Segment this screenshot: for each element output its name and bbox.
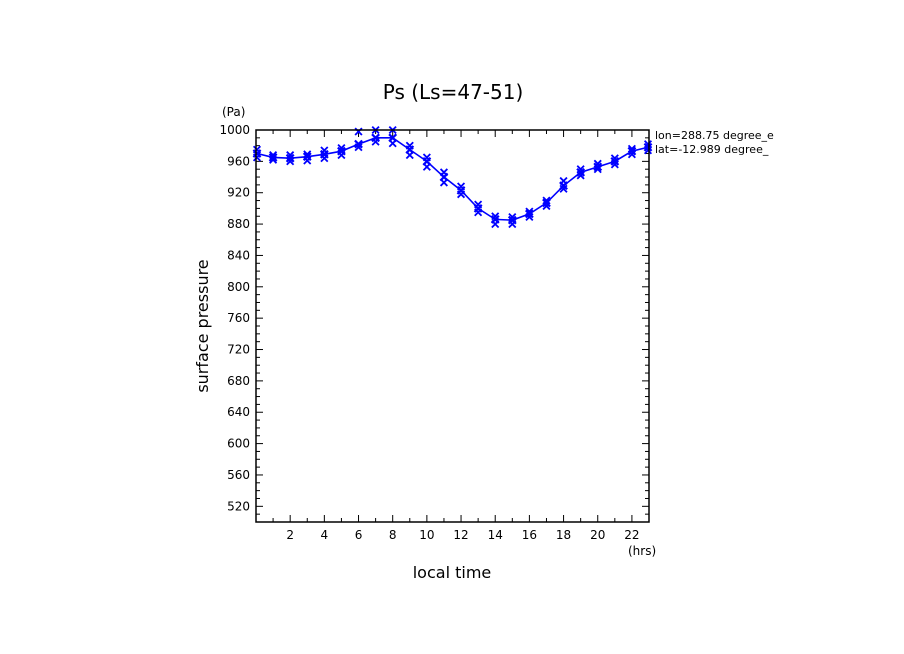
x-axis-label: local time bbox=[413, 563, 492, 582]
data-point bbox=[405, 145, 415, 154]
data-point bbox=[456, 185, 466, 195]
x-tick-label: 8 bbox=[389, 528, 397, 542]
data-point bbox=[473, 204, 483, 213]
data-point bbox=[302, 152, 312, 162]
data-point bbox=[643, 142, 653, 152]
y-tick-label: 920 bbox=[227, 186, 250, 200]
x-tick-label: 10 bbox=[419, 528, 434, 542]
x-tick-label: 4 bbox=[321, 528, 329, 542]
y-axis-label: surface pressure bbox=[193, 259, 212, 392]
y-tick-label: 520 bbox=[227, 499, 250, 513]
data-point bbox=[337, 146, 346, 156]
x-tick-label: 2 bbox=[286, 528, 294, 542]
data-point bbox=[422, 156, 432, 166]
x-unit-label: (hrs) bbox=[628, 544, 656, 558]
x-tick-label: 14 bbox=[488, 528, 503, 542]
x-tick-label: 20 bbox=[590, 528, 605, 542]
chart-title: Ps (Ls=47-51) bbox=[383, 80, 524, 104]
data-point bbox=[525, 209, 534, 219]
y-tick-label: 760 bbox=[227, 311, 250, 325]
data-point bbox=[354, 139, 363, 149]
data-point bbox=[507, 215, 517, 225]
data-point bbox=[388, 133, 398, 143]
y-tick-label: 600 bbox=[227, 437, 250, 451]
data-point bbox=[285, 153, 295, 163]
data-point bbox=[627, 146, 637, 156]
y-tick-label: 560 bbox=[227, 468, 250, 482]
data-point bbox=[490, 214, 500, 224]
y-tick-label: 1000 bbox=[219, 123, 250, 137]
y-tick-label: 680 bbox=[227, 374, 250, 388]
data-point bbox=[439, 172, 449, 182]
lon-annotation: lon=288.75 degree_e bbox=[655, 129, 774, 142]
data-point bbox=[559, 181, 568, 191]
x-tick-label: 12 bbox=[453, 528, 468, 542]
data-point bbox=[319, 149, 329, 159]
y-tick-label: 880 bbox=[227, 217, 250, 231]
y-unit-label: (Pa) bbox=[222, 105, 245, 119]
data-point bbox=[252, 149, 262, 158]
series-line bbox=[256, 137, 649, 221]
lat-annotation: lat=-12.989 degree_ bbox=[655, 143, 769, 156]
data-point bbox=[610, 156, 620, 166]
y-tick-label: 840 bbox=[227, 248, 250, 262]
y-tick-label: 800 bbox=[227, 280, 250, 294]
x-tick-label: 22 bbox=[624, 528, 639, 542]
data-point bbox=[576, 167, 586, 177]
x-tick-label: 16 bbox=[522, 528, 537, 542]
x-tick-label: 6 bbox=[355, 528, 363, 542]
data-point bbox=[593, 165, 602, 174]
data-point bbox=[542, 198, 551, 208]
plot-frame bbox=[255, 129, 650, 523]
data-point bbox=[371, 133, 380, 143]
data-point bbox=[268, 153, 278, 162]
y-tick-label: 720 bbox=[227, 343, 250, 357]
x-tick-label: 18 bbox=[556, 528, 571, 542]
data-point bbox=[303, 150, 312, 159]
y-tick-label: 640 bbox=[227, 405, 250, 419]
data-point bbox=[593, 162, 603, 172]
y-tick-label: 960 bbox=[227, 154, 250, 168]
data-point bbox=[269, 155, 278, 164]
